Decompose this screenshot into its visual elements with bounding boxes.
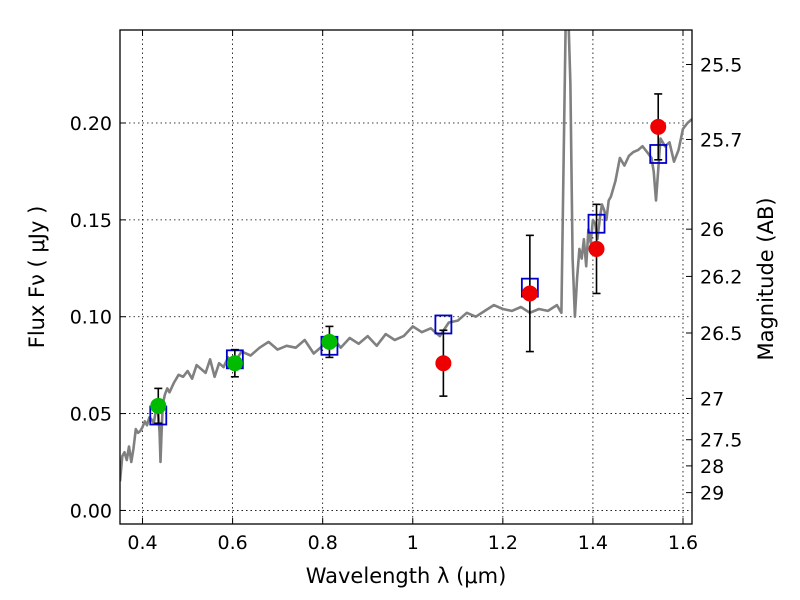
green-data-point [226, 355, 243, 372]
green-data-point [150, 397, 167, 414]
x-tick-label: 1.4 [578, 532, 608, 554]
y2-tick-label: 25.5 [700, 54, 742, 76]
photometry-layer [149, 93, 668, 426]
ticks: 0.4 0.6 0.8 1 1.2 1.4 1.6 0.00 0.05 0.10 0.15 0.20 2… [70, 30, 742, 554]
y-tick-label: 0.00 [70, 500, 112, 522]
y2-tick-label: 29 [700, 483, 724, 505]
red-data-point [521, 285, 538, 302]
y-tick-label: 0.10 [70, 307, 112, 329]
x-axis-label: Wavelength λ (μm) [306, 564, 507, 588]
x-tick-label: 1.2 [488, 532, 518, 554]
model-spectrum-layer [120, 30, 692, 482]
y2-tick-label: 26.2 [700, 266, 742, 288]
y-tick-label: 0.05 [70, 404, 112, 426]
model-spectrum-line [120, 30, 692, 482]
red-data-point [588, 240, 605, 257]
x-tick-label: 0.4 [127, 532, 157, 554]
y2-tick-label: 26.5 [700, 323, 742, 345]
y2-tick-label: 26 [700, 219, 724, 241]
y-tick-label: 0.15 [70, 210, 112, 232]
plot-frame [119, 29, 693, 525]
grid [120, 30, 692, 524]
y-tick-label: 0.20 [70, 113, 112, 135]
y2-tick-label: 28 [700, 456, 724, 478]
x-tick-label: 0.8 [308, 532, 338, 554]
x-tick-label: 1.6 [668, 532, 698, 554]
green-data-point [321, 333, 338, 350]
x-tick-label: 0.6 [217, 532, 247, 554]
red-data-point [650, 118, 667, 135]
y2-tick-label: 27 [700, 388, 724, 410]
red-data-point [435, 355, 452, 372]
y-axis-label: Flux Fν ( μJy ) [25, 206, 49, 349]
y2-tick-label: 25.7 [700, 129, 742, 151]
y2-tick-label: 27.5 [700, 430, 742, 452]
y2-axis-label: Magnitude (AB) [754, 197, 778, 360]
x-tick-label: 1 [407, 532, 419, 554]
